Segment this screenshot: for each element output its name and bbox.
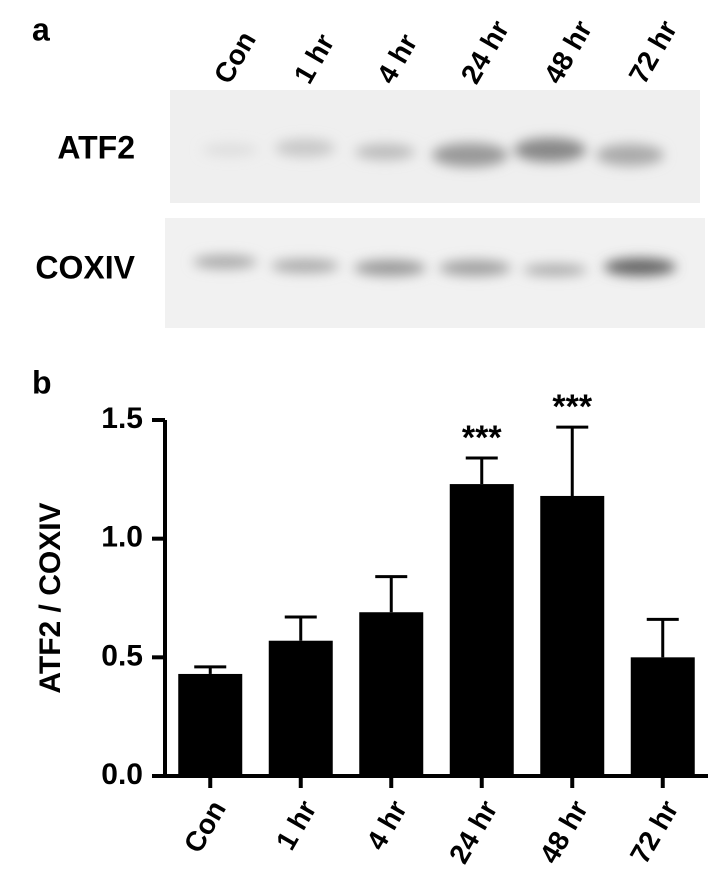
band xyxy=(271,259,339,273)
lane-label: 48 hr xyxy=(538,15,598,89)
significance-label: *** xyxy=(462,419,502,457)
bar xyxy=(449,484,514,776)
row-label: ATF2 xyxy=(57,129,135,165)
bar xyxy=(540,495,605,776)
y-tick-label: 0.5 xyxy=(101,639,143,672)
bands xyxy=(193,138,676,276)
significance-label: *** xyxy=(552,388,592,426)
band xyxy=(354,260,426,276)
band xyxy=(523,264,587,276)
band xyxy=(439,260,511,276)
x-tick-label: 72 hr xyxy=(624,795,684,869)
x-tick-label: 4 hr xyxy=(360,795,413,855)
band xyxy=(275,139,335,157)
band xyxy=(355,144,415,160)
band xyxy=(202,144,258,156)
lane-label: 72 hr xyxy=(623,15,683,89)
bar xyxy=(178,673,243,776)
band xyxy=(432,143,508,167)
lane-label: Con xyxy=(208,26,262,89)
lane-label: 24 hr xyxy=(455,15,515,89)
row-label: COXIV xyxy=(35,249,135,285)
lane-label: 1 hr xyxy=(288,29,341,89)
bar xyxy=(268,640,333,776)
panel-label: a xyxy=(32,11,50,47)
band xyxy=(193,255,257,269)
y-tick-label: 1.5 xyxy=(101,402,143,435)
band xyxy=(596,144,664,166)
band xyxy=(604,258,676,276)
band xyxy=(514,138,586,162)
y-tick-label: 0.0 xyxy=(101,758,143,791)
x-tick-label: 1 hr xyxy=(270,795,323,855)
x-tick-label: 48 hr xyxy=(534,795,594,869)
x-tick-label: 24 hr xyxy=(443,795,503,869)
bar xyxy=(359,612,424,776)
y-axis-label: ATF2 / COXIV xyxy=(34,502,67,693)
y-tick-label: 1.0 xyxy=(101,521,143,554)
x-tick-label: Con xyxy=(178,795,232,858)
lane-label: 4 hr xyxy=(371,29,424,89)
bar xyxy=(630,657,695,776)
panel-label: b xyxy=(32,364,52,400)
